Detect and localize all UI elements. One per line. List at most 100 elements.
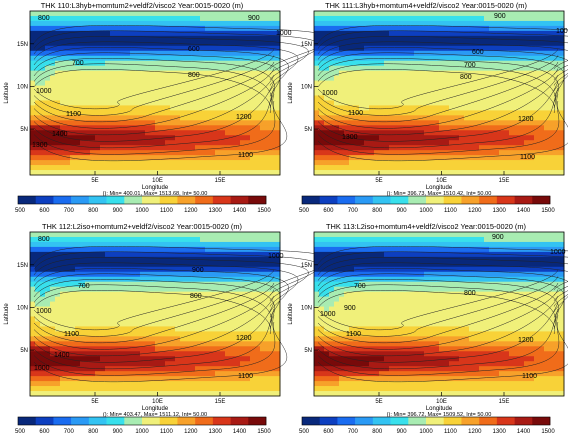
heatmap-cell bbox=[384, 86, 389, 91]
heatmap-cell bbox=[145, 66, 150, 71]
heatmap-cell bbox=[65, 91, 70, 96]
heatmap-cell bbox=[95, 105, 100, 110]
heatmap-cell bbox=[524, 95, 529, 100]
heatmap-cell bbox=[399, 150, 404, 155]
heatmap-cell bbox=[215, 95, 220, 100]
heatmap-cell bbox=[504, 140, 509, 145]
heatmap-cell bbox=[359, 125, 364, 130]
colorbar-tick-label: 500 bbox=[15, 208, 26, 214]
heatmap-cell bbox=[140, 160, 145, 165]
heatmap-cell bbox=[255, 150, 260, 155]
heatmap-cell bbox=[454, 86, 459, 91]
heatmap-cell bbox=[439, 91, 444, 96]
heatmap-cell bbox=[45, 346, 50, 351]
heatmap-cell bbox=[200, 91, 205, 96]
heatmap-cell bbox=[369, 26, 374, 31]
heatmap-cell bbox=[115, 76, 120, 81]
heatmap-cell bbox=[120, 336, 125, 341]
heatmap-cell bbox=[389, 11, 394, 16]
heatmap-cell bbox=[100, 262, 105, 267]
heatmap-cell bbox=[399, 16, 404, 21]
heatmap-cell bbox=[170, 277, 175, 282]
heatmap-cell bbox=[225, 165, 230, 170]
heatmap-cell bbox=[529, 11, 534, 16]
heatmap-cell bbox=[379, 26, 384, 31]
heatmap-cell bbox=[175, 297, 180, 302]
heatmap-cell bbox=[384, 41, 389, 46]
heatmap-cell bbox=[95, 51, 100, 56]
heatmap-cell bbox=[145, 242, 150, 247]
heatmap-cell bbox=[265, 56, 270, 61]
heatmap-cell bbox=[35, 41, 40, 46]
heatmap-cell bbox=[409, 140, 414, 145]
heatmap-cell bbox=[35, 56, 40, 61]
heatmap-cell bbox=[65, 242, 70, 247]
heatmap-cell bbox=[195, 130, 200, 135]
heatmap-cell bbox=[494, 46, 499, 51]
heatmap-cell bbox=[145, 125, 150, 130]
heatmap-cell bbox=[200, 336, 205, 341]
heatmap-cell bbox=[544, 145, 549, 150]
heatmap-cell bbox=[65, 232, 70, 237]
heatmap-cell bbox=[70, 366, 75, 371]
heatmap-cell bbox=[205, 237, 210, 242]
heatmap-cell bbox=[110, 16, 115, 21]
heatmap-cell bbox=[180, 386, 185, 391]
heatmap-cell bbox=[454, 51, 459, 56]
heatmap-cell bbox=[379, 100, 384, 105]
heatmap-cell bbox=[235, 232, 240, 237]
colorbar-tick-label: 1400 bbox=[233, 208, 247, 214]
heatmap-cell bbox=[384, 11, 389, 16]
heatmap-cell bbox=[449, 21, 454, 26]
heatmap-cell bbox=[120, 145, 125, 150]
heatmap-cell bbox=[185, 267, 190, 272]
heatmap-cell bbox=[195, 155, 200, 160]
heatmap-cell bbox=[65, 391, 70, 396]
heatmap-cell bbox=[499, 76, 504, 81]
heatmap-cell bbox=[220, 155, 225, 160]
heatmap-cell bbox=[559, 125, 564, 130]
heatmap-cell bbox=[499, 36, 504, 41]
heatmap-cell bbox=[165, 282, 170, 287]
heatmap-cell bbox=[125, 321, 130, 326]
heatmap-cell bbox=[255, 331, 260, 336]
heatmap-cell bbox=[379, 41, 384, 46]
heatmap-cell bbox=[215, 381, 220, 386]
heatmap-cell bbox=[180, 297, 185, 302]
heatmap-cell bbox=[329, 140, 334, 145]
heatmap-cell bbox=[454, 11, 459, 16]
heatmap-cell bbox=[70, 316, 75, 321]
heatmap-cell bbox=[95, 326, 100, 331]
heatmap-cell bbox=[60, 242, 65, 247]
heatmap-cell bbox=[409, 61, 414, 66]
heatmap-cell bbox=[100, 247, 105, 252]
heatmap-cell bbox=[459, 46, 464, 51]
heatmap-cell bbox=[464, 140, 469, 145]
heatmap-cell bbox=[474, 41, 479, 46]
heatmap-cell bbox=[559, 140, 564, 145]
heatmap-cell bbox=[424, 95, 429, 100]
heatmap-cell bbox=[145, 262, 150, 267]
heatmap-cell bbox=[110, 302, 115, 307]
heatmap-cell bbox=[265, 125, 270, 130]
heatmap-cell bbox=[230, 140, 235, 145]
heatmap-cell bbox=[539, 170, 544, 175]
heatmap-cell bbox=[275, 130, 280, 135]
heatmap-cell bbox=[45, 155, 50, 160]
heatmap-cell bbox=[195, 31, 200, 36]
heatmap-cell bbox=[75, 21, 80, 26]
heatmap-cell bbox=[160, 242, 165, 247]
heatmap-cell bbox=[404, 105, 409, 110]
heatmap-cell bbox=[135, 95, 140, 100]
heatmap-cell bbox=[205, 292, 210, 297]
heatmap-cell bbox=[130, 16, 135, 21]
heatmap-cell bbox=[210, 160, 215, 165]
heatmap-cell bbox=[105, 282, 110, 287]
heatmap-cell bbox=[255, 31, 260, 36]
heatmap-cell bbox=[175, 307, 180, 312]
heatmap-cell bbox=[100, 252, 105, 257]
heatmap-cell bbox=[424, 76, 429, 81]
heatmap-cell bbox=[195, 252, 200, 257]
heatmap-cell bbox=[40, 31, 45, 36]
colorbar-tick-label: 1200 bbox=[184, 208, 198, 214]
